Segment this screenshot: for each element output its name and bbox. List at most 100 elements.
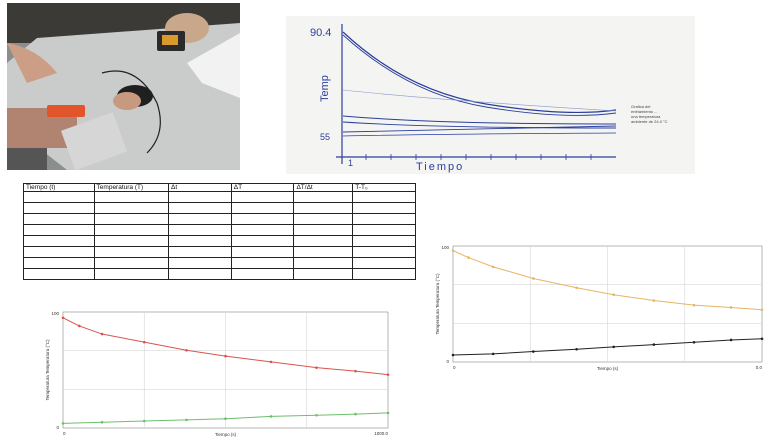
table-cell (352, 202, 416, 214)
data-point (692, 303, 696, 307)
data-point (61, 316, 65, 320)
table-cell (93, 213, 170, 225)
table-cell (352, 213, 416, 225)
data-point (77, 324, 81, 328)
data-point (532, 277, 535, 280)
table-cell (293, 246, 354, 258)
sketch-ylabel: Temp (319, 75, 331, 102)
data-point (451, 249, 455, 252)
table-cell (293, 235, 354, 247)
x-tick-label: 0 (453, 365, 456, 370)
table-cell (23, 191, 95, 203)
table-cell (293, 191, 354, 203)
y-axis-label: Temperatura Temperatura (°C) (45, 339, 50, 400)
table-cell (168, 224, 232, 236)
data-point (575, 286, 578, 290)
sketch-y-top-label: 90.4 (310, 27, 331, 39)
table-cell (23, 257, 95, 269)
data-point (224, 354, 227, 358)
table-cell (352, 246, 416, 258)
series-line-0 (452, 250, 763, 311)
table-cell (230, 202, 295, 214)
table-cell (168, 213, 232, 225)
table-cell (230, 246, 295, 258)
y-tick-label: 0 (56, 425, 59, 430)
table-cell (168, 257, 232, 269)
table-row (23, 235, 416, 247)
table-cell (93, 257, 170, 269)
column-header-temperature: Temperatura (T) (93, 183, 170, 192)
table-cell (352, 224, 416, 236)
table-row (23, 257, 416, 269)
table-row (23, 202, 416, 214)
table-cell (230, 213, 295, 225)
table-cell (230, 224, 295, 236)
data-point (612, 293, 615, 297)
table-cell (93, 268, 170, 280)
table-cell (352, 191, 416, 203)
table-cell (23, 235, 95, 247)
table-cell (168, 246, 232, 258)
table-cell (293, 202, 354, 214)
data-point (142, 340, 146, 344)
table-cell (293, 268, 354, 280)
data-point (652, 299, 656, 302)
table-cell (230, 257, 295, 269)
table-cell (352, 268, 416, 280)
x-tick-label: 0.0 (756, 365, 763, 370)
software-plot-right: 100 0 0 0.0 Tiempo (s) Temperatura Temperatur… (427, 236, 772, 376)
table-cell (93, 235, 170, 247)
table-cell (293, 213, 354, 225)
data-point (532, 350, 535, 353)
table-header-row: Tiempo (t) Temperatura (T) Δt ΔT ΔT/Δt T… (23, 183, 416, 192)
data-table: Tiempo (t) Temperatura (T) Δt ΔT ΔT/Δt T… (23, 183, 416, 280)
table-cell (168, 202, 232, 214)
sketch-x-origin-label: 1 (348, 158, 353, 168)
table-cell (23, 224, 95, 236)
table-cell (93, 191, 170, 203)
table-cell (93, 246, 170, 258)
lab-photo (7, 3, 240, 170)
table-cell (168, 268, 232, 280)
table-cell (23, 202, 95, 214)
x-axis-label: Tiempo (s) (215, 432, 237, 437)
table-row (23, 191, 416, 203)
column-header-delta-temp: ΔT (230, 183, 295, 192)
table-cell (352, 235, 416, 247)
y-tick-label: 100 (441, 245, 449, 250)
data-point (354, 369, 357, 373)
data-point (652, 343, 656, 346)
data-point (612, 345, 615, 349)
y-tick-label: 0 (446, 359, 449, 364)
table-row (23, 246, 416, 258)
sketch-note-line: una temperatura (631, 114, 661, 119)
hand-drawn-cooling-graph: 90.4 55 1 Temp Tiempo Grafica del enfria… (286, 16, 695, 174)
data-point (760, 308, 764, 312)
data-point (315, 413, 318, 417)
sketch-y-bottom-label: 55 (320, 132, 330, 142)
data-point (729, 306, 733, 309)
table-cell (23, 246, 95, 258)
data-point (224, 417, 227, 421)
sketch-xlabel: Tiempo (416, 161, 464, 173)
data-point (315, 366, 318, 369)
data-point (760, 337, 764, 341)
data-point (100, 332, 104, 336)
column-header-delta-t: Δt (168, 183, 232, 192)
data-point (185, 418, 188, 422)
data-point (269, 360, 273, 364)
column-header-rate: ΔT/Δt (293, 183, 354, 192)
data-point (729, 338, 733, 342)
sketch-note-line: Grafica del (631, 104, 650, 109)
x-tick-label: 0 (63, 431, 66, 436)
table-cell (230, 235, 295, 247)
data-point (451, 353, 455, 357)
table-cell (230, 191, 295, 203)
data-point (386, 373, 390, 376)
data-point (467, 256, 470, 259)
data-point (100, 420, 104, 424)
sketch-note-line: enfriamiento ... (631, 109, 657, 114)
sketch-note-line: ambiente de 24.0 °C (631, 119, 668, 124)
data-point (692, 340, 696, 344)
table-cell (293, 224, 354, 236)
